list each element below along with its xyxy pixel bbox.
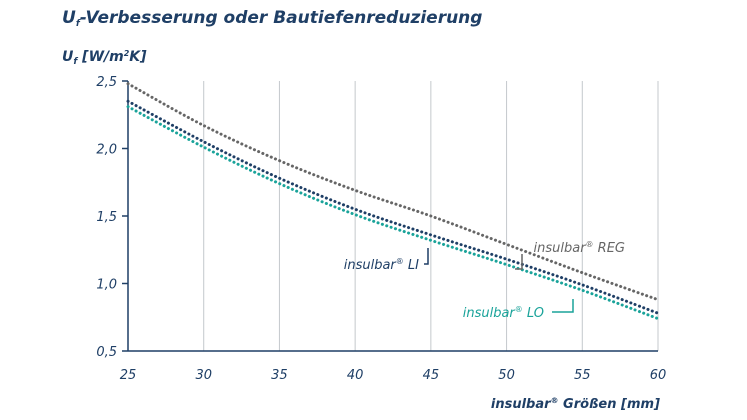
series-line-li bbox=[126, 99, 660, 315]
annotation-leader-lo bbox=[552, 299, 574, 313]
annotation-leader-reg bbox=[515, 254, 523, 270]
series-label-li: insulbar® LI bbox=[344, 257, 419, 273]
y-tick-label: 2,5 bbox=[96, 75, 117, 90]
x-tick-label: 50 bbox=[498, 368, 515, 383]
series-line-lo bbox=[126, 105, 660, 321]
y-axis-label: Uf [W/m2K] bbox=[62, 49, 147, 67]
x-tick-label: 55 bbox=[574, 368, 591, 383]
x-tick-label: 45 bbox=[423, 368, 440, 383]
x-tick-label: 35 bbox=[271, 368, 288, 383]
annotation-leader-li bbox=[424, 248, 429, 265]
y-tick-label: 1,0 bbox=[96, 278, 117, 293]
y-tick-label: 2,0 bbox=[96, 143, 117, 158]
x-tick-label: 60 bbox=[650, 368, 667, 383]
series-label-lo: insulbar® LO bbox=[463, 305, 544, 321]
x-tick-label: 25 bbox=[120, 368, 137, 383]
x-tick-label: 40 bbox=[347, 368, 364, 383]
y-tick-label: 1,5 bbox=[96, 210, 117, 225]
x-tick-label: 30 bbox=[195, 368, 212, 383]
series-label-reg: insulbar® REG bbox=[534, 240, 626, 256]
x-axis-label: insulbar® Größen [mm] bbox=[491, 396, 660, 412]
y-tick-label: 0,5 bbox=[96, 345, 117, 360]
chart-title: Uf-Verbesserung oder Bautiefenreduzierun… bbox=[62, 8, 483, 29]
